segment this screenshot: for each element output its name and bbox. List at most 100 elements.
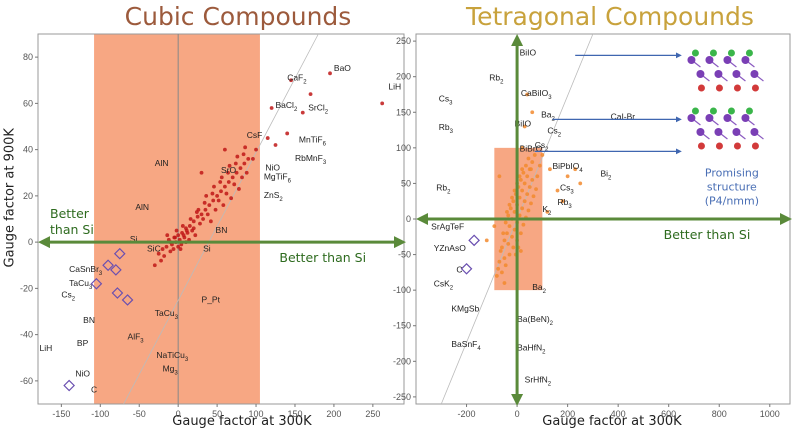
cubic-data-point — [164, 244, 169, 249]
cubic-data-point — [219, 189, 223, 194]
cubic-data-point — [210, 191, 215, 196]
cubic-data-point — [195, 214, 200, 219]
tetragonal-data-point — [506, 242, 511, 246]
tetragonal-y-tick-label: 0 — [406, 214, 411, 224]
cubic-data-point — [229, 196, 234, 201]
crystal-atom-green — [745, 107, 753, 115]
cubic-compound-label: NaTiCu3 — [156, 350, 189, 363]
tetragonal-y-tick-label: -250 — [393, 392, 411, 402]
tetragonal-data-point — [518, 249, 523, 253]
tetragonal-data-point — [503, 263, 508, 268]
tetragonal-y-tick-label: 250 — [396, 36, 411, 46]
cubic-compound-label: AlN — [155, 158, 169, 168]
cubic-y-tick-label: 80 — [23, 52, 33, 62]
tetragonal-data-point — [527, 185, 532, 189]
crystal-atom-purple — [714, 70, 723, 78]
cubic-reference-diamond — [110, 264, 122, 276]
tetragonal-compound-label: YZnAsO — [434, 243, 467, 253]
cubic-data-point — [159, 258, 163, 263]
tetragonal-y-tick-label: -100 — [393, 285, 411, 295]
cubic-data-point — [193, 233, 198, 238]
tetragonal-data-point — [503, 220, 508, 225]
tetragonal-x-tick-label: 800 — [712, 409, 727, 419]
cubic-x-tick-label: 100 — [249, 409, 264, 419]
cubic-data-point — [207, 203, 212, 208]
cubic-compound-label: P_Pt — [202, 294, 221, 304]
crystal-atom-purple — [732, 70, 741, 78]
crystal-atom-red — [733, 84, 741, 92]
cubic-reference-diamond — [111, 287, 124, 299]
tetragonal-reference-diamond — [468, 234, 480, 247]
cubic-compound-label: AlF3 — [128, 331, 145, 344]
cubic-reference-diamond — [121, 294, 134, 306]
cubic-better-than-si-left: Better — [50, 206, 90, 221]
tetragonal-x-tick-label: 0 — [515, 409, 520, 419]
tetragonal-compound-label: SrHfN2 — [525, 375, 552, 388]
tetragonal-data-point — [518, 231, 523, 236]
tetragonal-y-tick-label: -150 — [393, 321, 411, 331]
cubic-data-point — [308, 92, 313, 97]
cubic-data-point — [380, 101, 385, 106]
cubic-data-point — [212, 184, 216, 189]
crystal-atom-red — [697, 142, 705, 150]
cubic-data-point — [238, 166, 243, 171]
cubic-data-point — [181, 233, 186, 238]
cubic-data-point — [162, 254, 167, 258]
cubic-x-tick-label: 0 — [176, 409, 181, 419]
cubic-x-tick-label: 150 — [287, 409, 302, 419]
cubic-data-point — [202, 200, 207, 205]
cubic-data-point — [178, 247, 183, 251]
tetragonal-compound-label: Cs3 — [560, 183, 574, 196]
cubic-data-point — [203, 207, 208, 212]
tetragonal-data-point — [507, 224, 512, 229]
crystal-atom-purple — [696, 128, 705, 136]
tetragonal-compound-label: Bi2 — [600, 168, 612, 181]
cubic-compound-label: TaCu3 — [69, 278, 93, 291]
cubic-data-point — [273, 143, 278, 147]
tetragonal-data-point — [545, 209, 550, 214]
cubic-better-than-si-right: Better than Si — [279, 250, 366, 265]
cubic-data-point — [222, 184, 227, 189]
tetragonal-data-point — [530, 110, 535, 115]
cubic-data-point — [180, 224, 185, 228]
tetragonal-data-point — [573, 167, 578, 172]
cubic-reference-diamond — [63, 379, 75, 392]
crystal-atom-purple — [723, 114, 732, 122]
cubic-data-point — [168, 249, 173, 254]
cubic-data-point — [152, 263, 157, 268]
tetragonal-compound-label: Ba2 — [532, 282, 546, 295]
tetragonal-compound-label: Cs2 — [547, 126, 561, 139]
tetragonal-x-tick-label: 600 — [661, 409, 676, 419]
tetragonal-x-tick-label: 200 — [560, 409, 575, 419]
cubic-compound-label: TaCu3 — [155, 308, 179, 321]
crystal-atom-purple — [714, 128, 723, 136]
promising-structure-caption-line1: Promising — [705, 166, 759, 179]
tetragonal-data-point — [505, 209, 509, 214]
tetragonal-data-point — [578, 181, 583, 186]
tetragonal-compound-label: C — [456, 264, 462, 274]
tetragonal-data-point — [531, 194, 536, 199]
tetragonal-data-point — [522, 124, 527, 129]
tetragonal-compound-label: Rb3 — [558, 197, 573, 210]
tetragonal-data-point — [496, 266, 501, 271]
tetragonal-data-point — [532, 153, 537, 157]
tetragonal-data-point — [507, 252, 512, 257]
tetragonal-y-tick-label: 200 — [396, 72, 411, 82]
cubic-data-point — [196, 207, 201, 212]
cubic-data-point — [246, 156, 251, 161]
crystal-atom-red — [751, 142, 759, 150]
tetragonal-compound-label: Ba(BeN)2 — [517, 314, 554, 327]
cubic-reference-diamond — [113, 247, 126, 260]
cubic-compound-label: Si — [203, 243, 211, 253]
cubic-data-point — [243, 145, 248, 150]
tetragonal-data-point — [502, 238, 507, 243]
tetragonal-data-point — [502, 281, 507, 285]
cubic-data-point — [219, 175, 224, 180]
crystal-atom-green — [727, 107, 735, 115]
tetragonal-compound-label: Cs2 — [535, 140, 549, 153]
tetragonal-compound-label: BaSnF4 — [451, 339, 481, 352]
cubic-data-point — [328, 71, 332, 76]
cubic-data-point — [218, 180, 223, 184]
cubic-y-tick-label: 20 — [23, 191, 33, 201]
cubic-y-tick-label: -60 — [20, 376, 33, 386]
